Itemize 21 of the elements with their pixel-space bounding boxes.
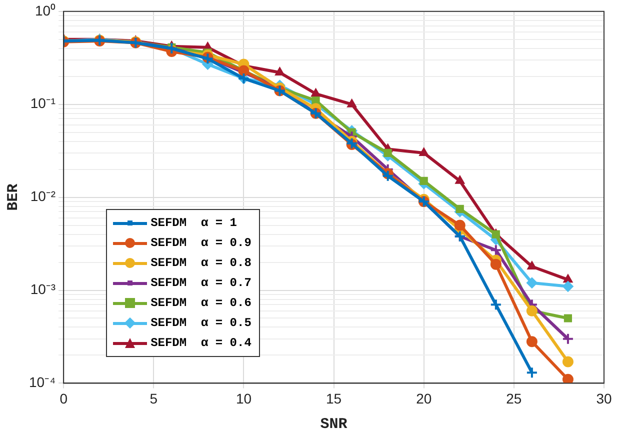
y-axis-title: BER: [4, 184, 22, 211]
y-tick-label: 10⁰: [35, 2, 56, 18]
legend-label: SEFDM α = 0.9: [150, 236, 252, 250]
y-tick-label: 10⁻¹: [30, 95, 56, 112]
x-tick-label: 10: [236, 390, 252, 406]
y-tick-label: 10⁻³: [30, 281, 56, 298]
x-tick-label: 15: [326, 390, 342, 406]
legend-label: SEFDM α = 0.8: [150, 256, 252, 270]
legend-label: SEFDM α = 0.4: [150, 336, 252, 350]
x-axis-title: SNR: [320, 416, 348, 433]
x-tick-label: 5: [150, 390, 158, 406]
x-tick-label: 20: [416, 390, 432, 406]
legend-label: SEFDM α = 0.6: [150, 296, 252, 310]
legend-label: SEFDM α = 0.7: [150, 276, 252, 290]
y-tick-label: 10⁻²: [30, 188, 56, 204]
y-tick-label: 10⁻⁴: [28, 374, 56, 390]
x-tick-label: 0: [60, 390, 68, 406]
legend-label: SEFDM α = 0.5: [150, 316, 252, 330]
x-tick-label: 25: [506, 390, 522, 406]
legend-label: SEFDM α = 1: [150, 216, 237, 230]
x-tick-label: 30: [596, 390, 612, 406]
